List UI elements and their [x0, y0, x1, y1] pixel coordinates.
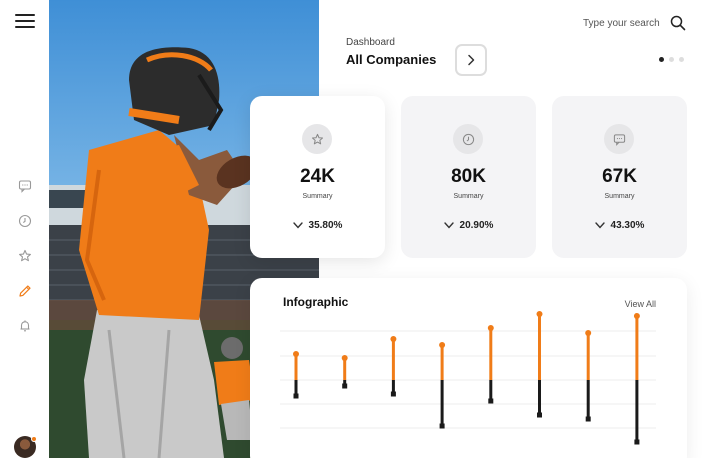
- view-all-link[interactable]: View All: [624, 299, 656, 309]
- sidebar-nav: [0, 168, 49, 343]
- search-icon: [670, 15, 686, 31]
- next-button[interactable]: [455, 44, 487, 76]
- pencil-icon: [18, 284, 31, 297]
- pager-dot[interactable]: [679, 57, 684, 62]
- avatar[interactable]: [14, 436, 37, 458]
- pager-dot[interactable]: [659, 57, 664, 62]
- sidebar-item-messages[interactable]: [0, 168, 49, 203]
- chart-point-upper: [536, 311, 543, 317]
- stat-label: Summary: [604, 193, 635, 200]
- chart-point-upper: [390, 336, 397, 342]
- chart-point-lower: [293, 393, 299, 399]
- carousel-pager: [659, 57, 684, 62]
- chart-point-lower: [634, 439, 640, 445]
- infographic-panel: Infographic View All: [250, 278, 687, 458]
- stat-label: Summary: [453, 193, 484, 200]
- infographic-title: Infographic: [283, 295, 349, 309]
- chart-point-upper: [633, 313, 640, 319]
- clock-icon: [18, 214, 31, 227]
- card-icon-badge: [453, 124, 483, 154]
- pager-dot[interactable]: [669, 57, 674, 62]
- stat-card[interactable]: 67K Summary 43.30%: [552, 96, 687, 258]
- sidebar-item-edit[interactable]: [0, 273, 49, 308]
- clock-icon: [462, 133, 474, 145]
- stat-card[interactable]: 24K Summary 35.80%: [250, 96, 385, 258]
- chart-point-upper: [341, 355, 348, 361]
- stat-change: 35.80%: [250, 220, 385, 231]
- stat-value: 67K: [602, 166, 637, 187]
- bell-icon: [20, 319, 29, 331]
- sidebar-item-favorites[interactable]: [0, 238, 49, 273]
- stat-change-value: 43.30%: [610, 220, 645, 231]
- chevron-down-icon: [594, 222, 605, 229]
- menu-icon[interactable]: [15, 14, 35, 28]
- star-icon: [18, 249, 31, 261]
- breadcrumb[interactable]: Dashboard: [346, 37, 395, 48]
- infographic-chart: [280, 311, 656, 445]
- chevron-right-icon: [468, 54, 475, 66]
- card-icon-badge: [604, 124, 634, 154]
- chart-point-lower: [585, 416, 591, 422]
- stat-value: 24K: [300, 166, 335, 187]
- page-title: All Companies: [346, 52, 437, 67]
- chat-icon: [18, 179, 31, 193]
- chart-point-upper: [585, 330, 592, 336]
- stat-change: 43.30%: [552, 220, 687, 231]
- chart-point-lower: [342, 383, 348, 389]
- chart-point-lower: [537, 412, 542, 418]
- chart-point-lower: [488, 398, 494, 404]
- chart-point-upper: [439, 342, 446, 348]
- stat-card[interactable]: 80K Summary 20.90%: [401, 96, 536, 258]
- chart-point-upper: [293, 351, 299, 357]
- stat-change-value: 35.80%: [308, 220, 343, 231]
- chevron-down-icon: [443, 222, 454, 229]
- sidebar-item-notifications[interactable]: [0, 308, 49, 343]
- star-icon: [311, 133, 323, 144]
- stat-label: Summary: [302, 193, 333, 200]
- search-button[interactable]: [670, 15, 686, 31]
- search-input[interactable]: Type your search: [583, 18, 660, 29]
- chart-point-upper: [487, 325, 494, 331]
- stat-value: 80K: [451, 166, 486, 187]
- chart-point-lower: [439, 423, 445, 429]
- chevron-down-icon: [292, 222, 303, 229]
- stat-change-value: 20.90%: [459, 220, 494, 231]
- notification-dot: [31, 436, 37, 442]
- card-icon-badge: [302, 124, 332, 154]
- chart-point-lower: [390, 391, 396, 397]
- sidebar: [0, 0, 49, 458]
- sidebar-item-history[interactable]: [0, 203, 49, 238]
- stat-change: 20.90%: [401, 220, 536, 231]
- chat-icon: [613, 133, 625, 146]
